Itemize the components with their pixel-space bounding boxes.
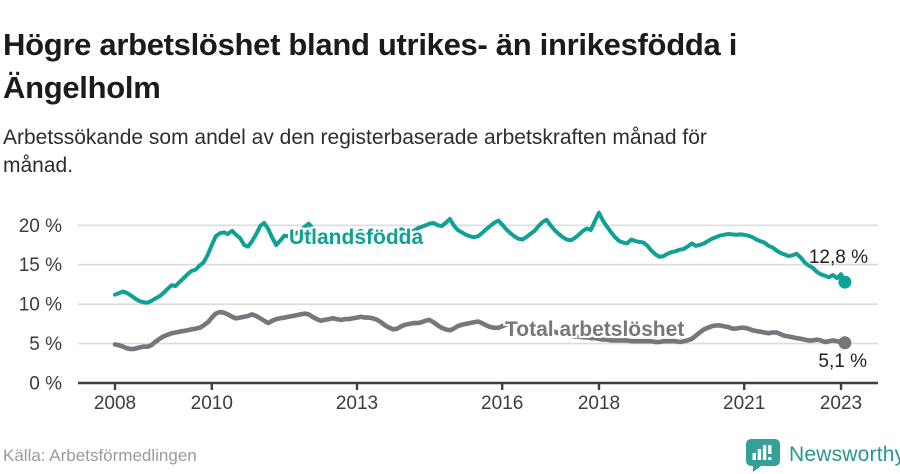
x-tick-label: 2013: [336, 393, 378, 414]
source-note: Källa: Arbetsförmedlingen: [3, 446, 197, 465]
y-tick-label: 20 %: [19, 216, 62, 237]
x-tick-label: 2010: [191, 393, 233, 414]
series-line-0: [113, 210, 847, 305]
series-line-1: [112, 309, 848, 352]
end-value-label-utlandsfodda: 12,8 %: [808, 247, 868, 268]
x-tick-label: 2008: [94, 393, 136, 414]
x-tick-label: 2016: [481, 393, 523, 414]
series-endpoint-0: [838, 275, 852, 289]
newsworthy-wordmark: Newsworthy: [789, 443, 900, 466]
end-value-label-total: 5,1 %: [818, 351, 867, 372]
y-tick-label: 10 %: [19, 295, 62, 316]
x-tick-label: 2018: [578, 393, 620, 414]
series-label-utlandsfodda: Utlandsfödda: [289, 226, 424, 249]
y-tick-label: 15 %: [19, 255, 62, 276]
newsworthy-logo[interactable]: Newsworthy: [744, 438, 900, 472]
series-label-total-arbetsloshet: Total arbetslöshet: [505, 318, 685, 341]
newsworthy-logo-icon: [746, 439, 780, 472]
x-tick-label: 2023: [820, 393, 862, 414]
page-title: Högre arbetslöshet bland utrikes- än inr…: [3, 26, 738, 105]
x-tick-label: 2021: [723, 393, 765, 414]
chart-subtitle: Arbetssökande som andel av den registerb…: [3, 126, 707, 177]
y-tick-label: 0 %: [29, 374, 62, 395]
y-tick-label: 5 %: [29, 334, 62, 355]
series-endpoint-1: [838, 336, 852, 350]
